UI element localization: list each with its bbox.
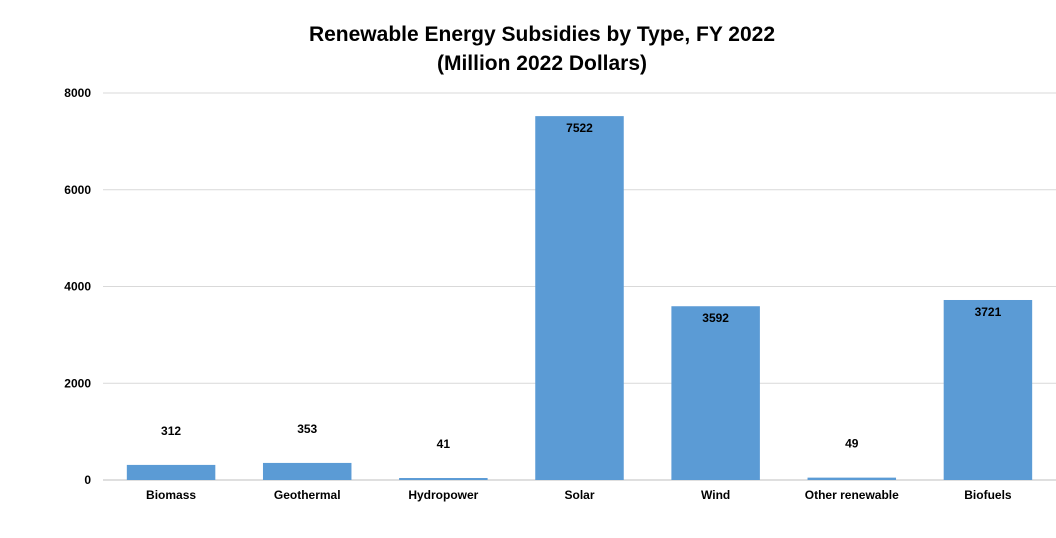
x-axis-ticks: Biomass Geothermal Hydropower Solar Wind Othe… [146, 488, 1012, 502]
bar-solar [535, 116, 624, 480]
data-label: 3592 [702, 311, 729, 325]
bar-biomass [126, 464, 216, 480]
data-label: 49 [845, 437, 859, 451]
x-tick-label: Wind [701, 488, 730, 502]
x-tick-label: Geothermal [274, 488, 341, 502]
data-label: 3721 [975, 305, 1002, 319]
data-label: 41 [437, 437, 451, 451]
x-tick-label: Hydropower [408, 488, 478, 502]
bar-hydropower [399, 478, 488, 480]
y-tick-label: 8000 [64, 86, 91, 100]
x-tick-label: Biofuels [964, 488, 1012, 502]
chart-subtitle-line: (Million 2022 Dollars) [436, 52, 648, 75]
bar-wind [671, 306, 760, 480]
x-tick-label: Other renewable [805, 488, 899, 502]
x-tick-label: Solar [564, 488, 594, 502]
y-tick-label: 6000 [64, 183, 91, 197]
data-labels: 312 353 41 7522 3592 49 3721 [161, 121, 1002, 451]
y-axis-ticks: 0 2000 4000 6000 8000 [64, 86, 91, 487]
x-tick-label: Biomass [146, 488, 196, 502]
bar-biofuels [943, 299, 1033, 480]
data-label: 353 [297, 422, 317, 436]
bars [126, 116, 1033, 480]
bar-other-renewable [807, 477, 897, 480]
chart-title: Renewable Energy Subsidies by Type, FY 2… [0, 20, 1056, 78]
bar-geothermal [262, 462, 352, 480]
y-tick-label: 4000 [64, 280, 91, 294]
y-tick-label: 0 [84, 473, 91, 487]
chart-title-line: Renewable Energy Subsidies by Type, FY 2… [308, 23, 776, 46]
data-label: 7522 [566, 121, 593, 135]
y-tick-label: 2000 [64, 376, 91, 390]
data-label: 312 [161, 424, 181, 438]
